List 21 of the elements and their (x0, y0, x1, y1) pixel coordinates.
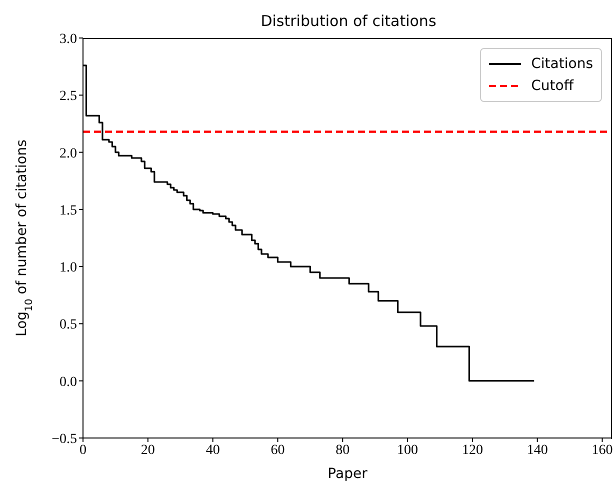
y-tick-label: 0.0 (60, 374, 77, 390)
y-tick-label: 2.5 (60, 89, 77, 104)
chart-title: Distribution of citations (260, 12, 438, 30)
legend-label: Cutoff (531, 77, 574, 96)
y-tick-label: 1.5 (60, 203, 77, 218)
y-tick-label: 2.0 (60, 146, 77, 162)
y-tick-label: 1.0 (60, 260, 77, 276)
x-tick-label: 120 (462, 442, 483, 458)
y-tick-label: −0.5 (52, 432, 77, 447)
x-tick-label: 0 (80, 442, 86, 458)
x-tick-label: 20 (140, 442, 155, 458)
x-tick-label: 160 (592, 442, 613, 458)
x-tick-label: 140 (526, 442, 548, 458)
x-tick-label: 100 (397, 442, 418, 458)
y-tick-label: 0.5 (60, 318, 77, 333)
legend-label: Citations (531, 55, 593, 74)
x-axis-title: Paper (328, 466, 368, 482)
y-tick-label: 3.0 (60, 32, 77, 47)
x-tick-label: 40 (206, 442, 220, 458)
x-tick-label: 60 (270, 442, 285, 458)
x-tick-label: 80 (336, 442, 350, 458)
